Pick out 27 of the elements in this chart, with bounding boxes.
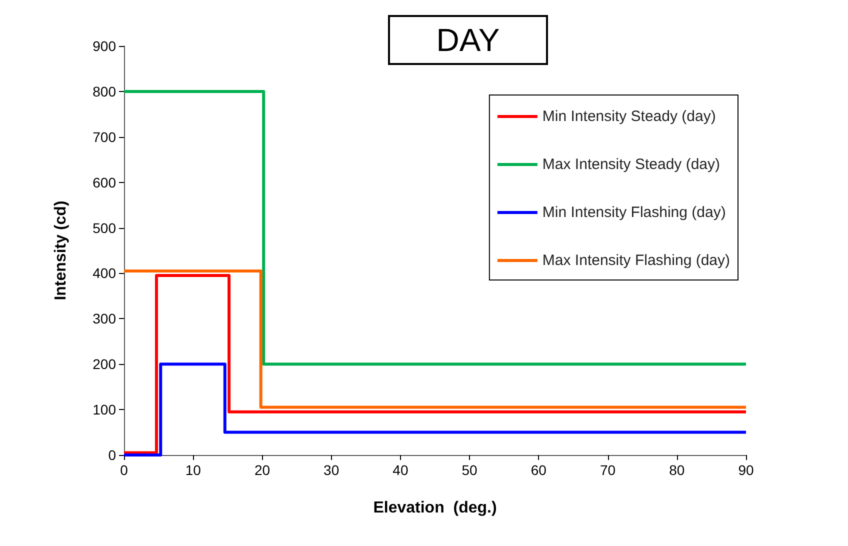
y-tick-label: 600 — [92, 174, 116, 190]
legend-label: Max Intensity Flashing (day) — [542, 252, 730, 269]
legend-label: Min Intensity Flashing (day) — [542, 204, 726, 221]
y-tick-label: 700 — [92, 128, 116, 145]
y-tick-label: 500 — [92, 220, 116, 236]
y-tick-label: 0 — [108, 447, 116, 463]
y-tick-label: 900 — [92, 38, 116, 54]
y-axis-title: Intensity (cd) — [52, 200, 70, 300]
x-tick-label: 30 — [324, 462, 340, 478]
chart-title: DAY — [436, 22, 500, 58]
x-tick-label: 50 — [462, 462, 478, 478]
x-tick-label: 60 — [530, 462, 547, 478]
x-axis-title: Elevation (deg.) — [373, 500, 497, 516]
x-tick-label: 80 — [669, 462, 685, 478]
x-tick-label: 0 — [120, 462, 128, 478]
x-tick-label: 20 — [254, 462, 270, 478]
y-tick-label: 400 — [92, 265, 116, 282]
x-tick-label: 10 — [185, 462, 202, 478]
x-tick-label: 90 — [738, 462, 754, 478]
x-tick-label: 70 — [600, 462, 616, 478]
x-tick-label: 40 — [392, 462, 408, 478]
legend-label: Min Intensity Steady (day) — [542, 108, 716, 125]
legend-label: Max Intensity Steady (day) — [542, 156, 720, 173]
y-tick-label: 100 — [92, 402, 116, 418]
y-tick-label: 800 — [92, 83, 116, 100]
y-tick-label: 200 — [92, 356, 116, 372]
y-tick-label: 300 — [92, 310, 116, 327]
